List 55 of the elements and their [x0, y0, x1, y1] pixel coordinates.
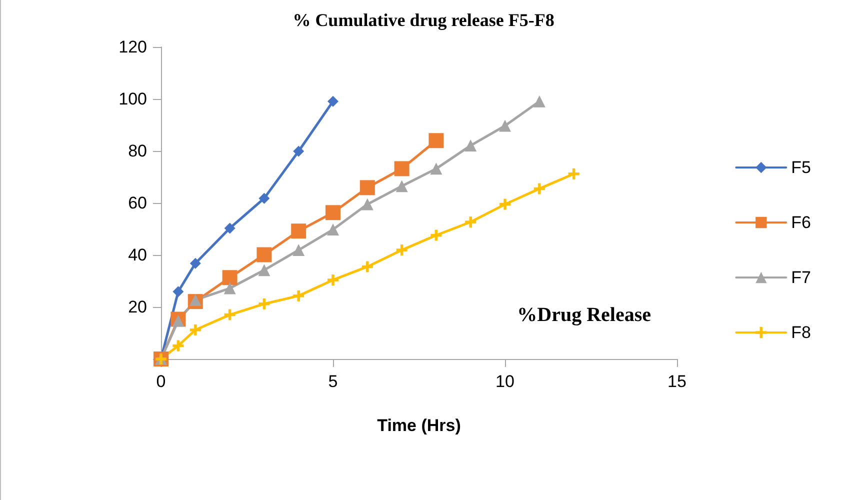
chart-title: % Cumulative drug release F5-F8 [292, 10, 554, 30]
point [362, 261, 373, 272]
point [327, 224, 339, 236]
point [568, 168, 580, 180]
point [190, 324, 201, 336]
point [222, 270, 238, 286]
point [172, 314, 184, 327]
point [258, 192, 270, 204]
point [430, 230, 442, 241]
point [465, 216, 476, 228]
point [394, 161, 410, 176]
point [291, 224, 306, 239]
point [360, 180, 375, 196]
point [499, 120, 511, 132]
point [293, 290, 304, 302]
y-tick-label: 100 [118, 90, 147, 108]
x-tick-label: 15 [668, 372, 686, 391]
y-tick-label: 80 [128, 142, 147, 160]
point [396, 244, 408, 256]
point [500, 198, 510, 210]
point [292, 244, 305, 256]
point [293, 146, 304, 157]
point [464, 140, 477, 152]
x-tick-label: 5 [328, 372, 338, 391]
legend-label: F5 [791, 158, 812, 177]
point [428, 133, 444, 148]
point [361, 198, 374, 210]
x-axis-title: Time (Hrs) [377, 416, 461, 435]
point [396, 180, 408, 192]
point [190, 258, 201, 269]
point [224, 309, 236, 320]
legend-label: F8 [791, 323, 812, 342]
y-tick-label: 40 [128, 246, 147, 264]
point [534, 183, 545, 194]
point [258, 298, 270, 310]
x-tick-label: 0 [156, 372, 166, 391]
point [533, 95, 546, 108]
annotation: %Drug Release [517, 304, 652, 326]
point [172, 286, 184, 298]
point [189, 294, 202, 306]
point [172, 340, 184, 352]
point [328, 96, 338, 107]
x-tick-label: 10 [496, 372, 514, 391]
legend-label: F7 [791, 268, 812, 287]
point [328, 274, 338, 286]
legend-label: F6 [791, 213, 812, 232]
point [258, 264, 270, 276]
point [256, 247, 272, 262]
point [224, 282, 236, 294]
y-tick-label: 120 [118, 38, 147, 56]
point [326, 205, 340, 220]
y-tick-label: 60 [128, 194, 147, 212]
point [430, 162, 442, 175]
point [224, 222, 236, 234]
y-tick-label: 20 [128, 298, 147, 316]
